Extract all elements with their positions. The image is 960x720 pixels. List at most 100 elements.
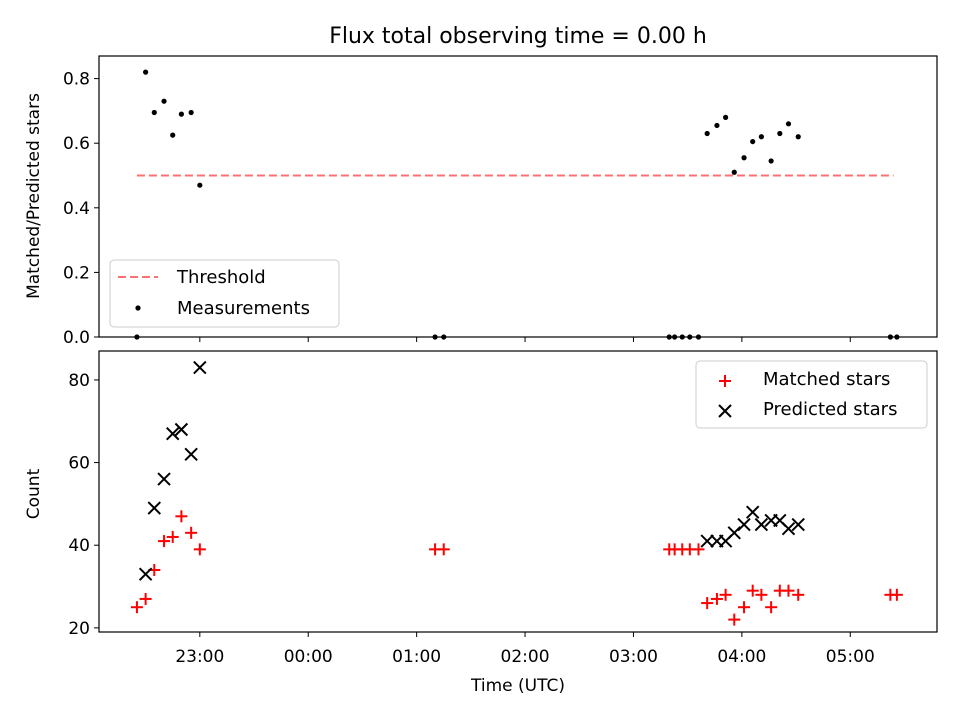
y-tick-label: 20 [68,619,90,639]
matched-star-point [437,543,450,556]
matched-star-point [166,530,179,543]
bottom-panel: 20 40 60 80 23:00 00:00 01:00 02:00 03:00 04:00 0… [24,350,938,696]
matched-star-point [175,510,188,523]
measurement-point [750,138,756,145]
legend-predicted-label: Predicted stars [763,399,897,420]
measurement-point [758,134,764,140]
measurement-point [679,334,685,340]
measurement-point [894,334,900,340]
matched-star-point [719,588,732,601]
matched-star-point [692,543,705,556]
measurement-point [887,334,893,340]
legend-measurements-label: Measurements [177,298,310,319]
x-marker-b [700,534,714,548]
matched-star-point [130,601,143,614]
measurement-point [188,109,194,116]
x-tick-label: 02:00 [501,647,550,667]
measurement-point [672,334,678,340]
matched-star-point [782,584,795,597]
x-marker-b [184,447,198,462]
star-counts-layer [130,360,903,626]
bottom-legend: Matched stars Predicted stars [695,360,928,429]
x-marker-b [781,521,796,536]
legend-matched-label: Matched stars [763,369,890,390]
predicted-star-point [700,534,714,548]
matched-star-point [738,601,751,614]
measurement-point [197,182,203,188]
top-legend-box [109,259,340,328]
x-tick-label: 04:00 [717,647,766,667]
top-legend: Threshold Measurements [109,259,340,328]
measurement-point [666,334,672,340]
x-marker-b [773,513,787,528]
y-tick-label: 0.8 [63,70,90,90]
measurement-point [170,132,176,138]
predicted-star-point [737,517,751,532]
x-marker-b [174,422,189,437]
matched-star-point [728,613,741,626]
measurements-layer [134,69,900,340]
y-tick-label: 0.0 [63,328,90,348]
matched-star-point [158,535,171,548]
predicted-star-point [184,447,198,462]
predicted-star-point [727,526,741,540]
x-tick-label: 01:00 [392,647,441,667]
x-marker-b [737,517,751,532]
measurement-point [768,158,774,164]
legend-predicted-swatch [718,404,732,418]
y-tick-label: 0.2 [63,263,90,283]
predicted-star-point [138,567,153,581]
x-tick-label: 23:00 [175,647,224,667]
x-marker-b [791,517,805,532]
bottom-x-axis-ticks: 23:00 00:00 01:00 02:00 03:00 04:00 05:00 [175,632,875,667]
top-y-axis-ticks: 0.0 0.2 0.4 0.6 0.8 [63,70,99,348]
x-marker-b [147,501,161,515]
top-panel: 0.00.20.40.60.8 Matched/Predicted stars … [24,55,938,348]
x-marker-b [138,567,153,581]
y-tick-label: 0.4 [63,199,90,219]
measurement-point [432,334,438,340]
x-tick-label: 03:00 [609,647,658,667]
bottom-y-axis-ticks: 20 40 60 80 [68,371,99,639]
bottom-plot-frame [98,350,938,633]
matched-star-point [755,588,768,601]
top-plot-frame [98,55,938,338]
legend-threshold-label: Threshold [176,267,266,288]
measurement-point [777,130,783,137]
measurement-point [704,130,710,137]
matched-star-point [792,588,805,601]
x-axis-label: Time (UTC) [470,676,565,696]
measurement-point [134,334,140,340]
measurement-point [795,134,801,140]
predicted-star-point [174,422,189,437]
measurement-point [687,334,693,340]
matched-star-point [710,592,723,605]
matched-star-point [185,526,198,539]
measurement-point [695,334,702,340]
x-tick-label: 05:00 [826,647,875,667]
predicted-star-point [193,360,207,375]
matched-star-point [890,588,903,601]
x-marker-b [754,517,769,532]
predicted-star-point [166,426,180,441]
x-marker-b [727,526,741,540]
legend-matched-swatch [719,375,731,387]
x-marker-b [745,505,760,519]
measurement-point [714,122,720,129]
measurement-point [731,169,737,175]
measurement-point [723,114,729,120]
top-y-axis-label: Matched/Predicted stars [24,93,44,299]
x-marker-b [193,360,207,375]
measurement-point [143,69,149,75]
predicted-star-point [754,517,769,532]
measurement-point [785,121,792,127]
measurement-point [741,155,747,161]
y-tick-label: 0.6 [63,134,90,154]
predicted-star-point [745,505,760,519]
predicted-star-point [791,517,805,532]
bottom-y-axis-label: Count [24,468,44,519]
matched-star-point [701,597,714,610]
x-tick-label: 00:00 [284,647,333,667]
